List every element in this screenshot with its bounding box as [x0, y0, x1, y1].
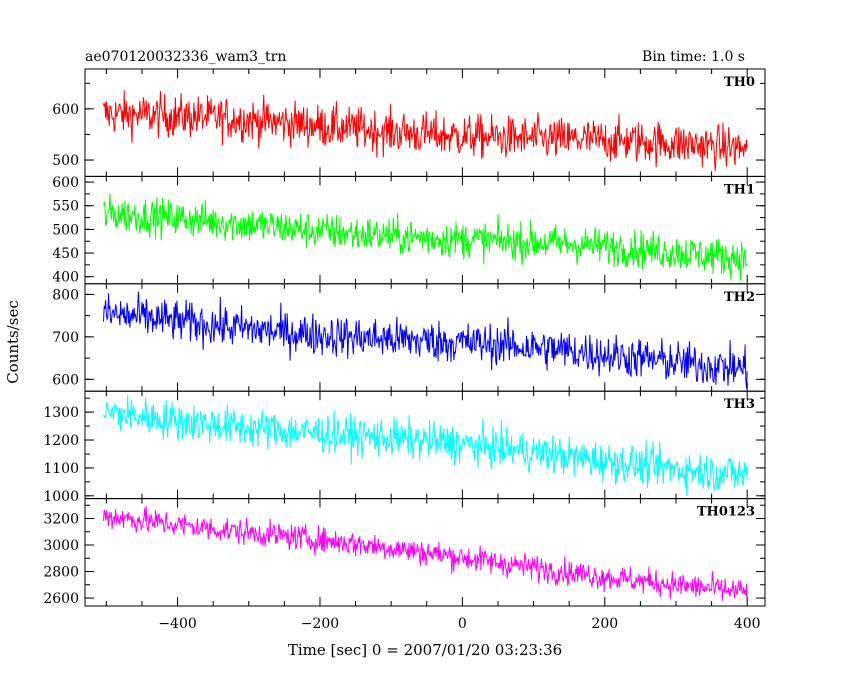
panel-label-th0123: TH0123 — [697, 505, 755, 520]
series-line-th0123 — [103, 506, 748, 602]
panel-frame — [84, 68, 766, 177]
y-tick-label: 550 — [52, 199, 79, 215]
x-tick-label: 0 — [458, 616, 467, 632]
x-axis-title: Time [sec] 0 = 2007/01/20 03:23:36 — [288, 641, 562, 659]
panel-th2: 600 700 800 TH2 — [52, 283, 766, 392]
panel-th0: 500 600 TH0 — [52, 68, 766, 177]
y-tick-label: 400 — [52, 270, 79, 286]
chart-title: ae070120032336_wam3_trn — [85, 49, 286, 65]
series-line-th2 — [103, 291, 748, 389]
panel-th3: 1000 1100 1200 1300 TH3 — [43, 390, 766, 505]
series-line-th1 — [103, 193, 748, 282]
y-tick-label: 450 — [52, 246, 79, 262]
panel-frame — [84, 175, 766, 285]
x-tick-label: 200 — [591, 616, 618, 632]
panel-frame — [84, 498, 766, 607]
y-tick-label: 500 — [52, 153, 79, 169]
panel-th0123: 2600 2800 3000 3200 TH0123 — [43, 498, 766, 607]
y-tick-label: 500 — [52, 222, 79, 238]
panel-label-th3: TH3 — [724, 397, 755, 412]
panel-label-th0: TH0 — [724, 75, 755, 90]
panel-label-th1: TH1 — [724, 182, 755, 197]
panel-th1: 400 450 500 550 600 TH1 — [52, 175, 766, 286]
y-tick-label: 800 — [52, 287, 79, 303]
y-tick-label: 700 — [52, 330, 79, 346]
y-tick-label: 3200 — [43, 511, 79, 527]
x-tick-label: −200 — [301, 616, 339, 632]
series-line-th3 — [103, 394, 748, 496]
x-tick-label: −400 — [158, 616, 196, 632]
panels: 500 600 TH0 400 450 500 550 600 TH1 600 700 800 TH2 1… — [43, 68, 766, 632]
series-line-th0 — [103, 90, 748, 172]
y-tick-label: 2600 — [43, 591, 79, 607]
y-tick-label: 600 — [52, 372, 79, 388]
y-tick-label: 2800 — [43, 565, 79, 581]
y-tick-label: 1200 — [43, 433, 79, 449]
y-axis-title: Counts/sec — [4, 300, 22, 384]
y-tick-label: 600 — [52, 175, 79, 191]
y-tick-label: 3000 — [43, 538, 79, 554]
y-tick-label: 1300 — [43, 405, 79, 421]
x-tick-label: 400 — [734, 616, 761, 632]
panel-label-th2: TH2 — [724, 290, 755, 305]
y-tick-label: 1100 — [43, 461, 79, 477]
y-tick-label: 1000 — [43, 489, 79, 505]
bin-time-label: Bin time: 1.0 s — [642, 49, 745, 65]
y-tick-label: 600 — [52, 102, 79, 118]
